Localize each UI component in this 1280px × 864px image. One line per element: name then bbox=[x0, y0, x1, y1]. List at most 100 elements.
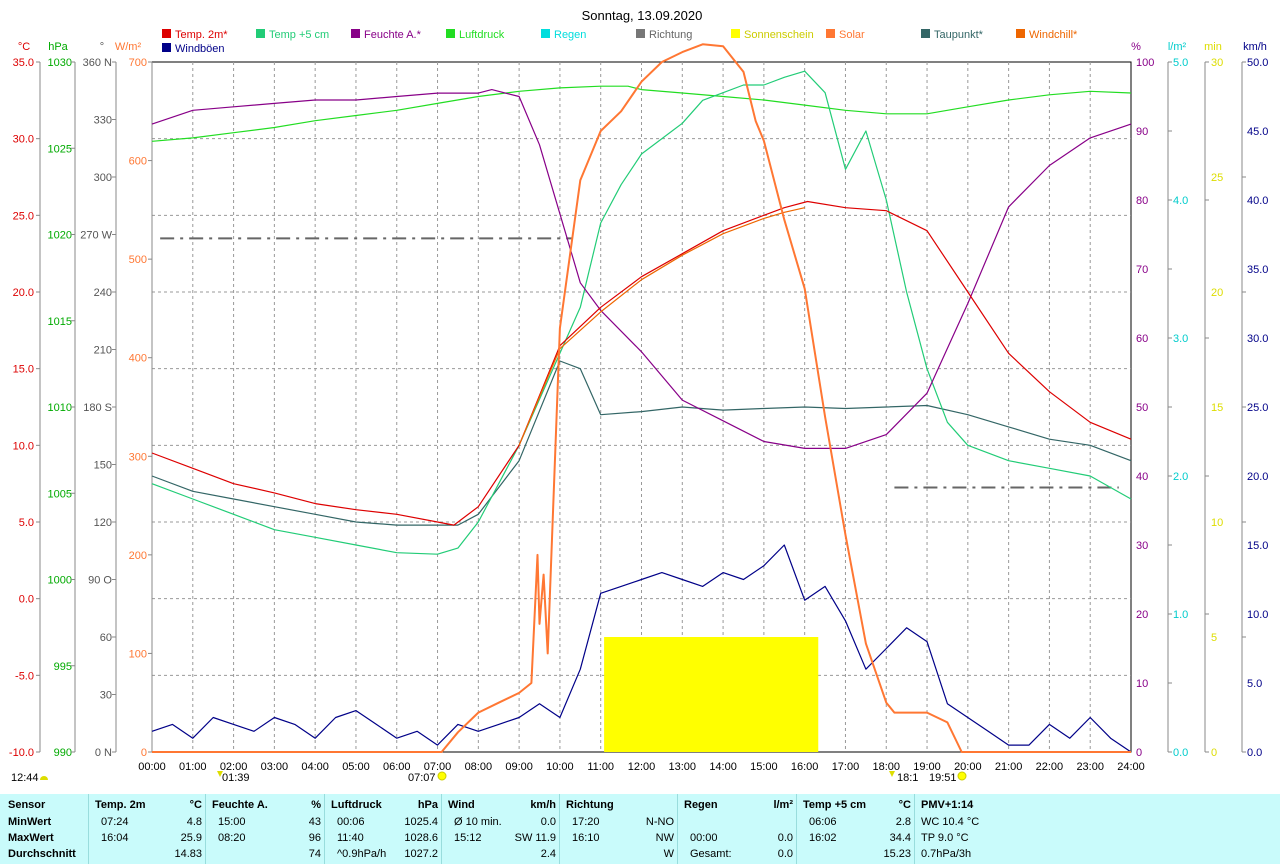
axis-tick-rain: 5.0 bbox=[1173, 57, 1188, 69]
axis-tick-temp: 15.0 bbox=[13, 364, 34, 376]
axis-tick-sunmin: 15 bbox=[1211, 402, 1223, 414]
legend-label: Richtung bbox=[649, 29, 692, 41]
stats-time: 16:02 bbox=[809, 832, 837, 844]
stats-time: 0.7hPa/3h bbox=[921, 848, 972, 860]
stats-value: 0.0 bbox=[777, 848, 793, 860]
weather-chart: Temp. 2m* Temp +5 cm Feuchte A.* Luftdruck R… bbox=[9, 8, 1269, 784]
legend-swatch bbox=[256, 29, 265, 38]
left-time-label: 12:44 bbox=[11, 772, 39, 784]
stats-unit: hPa bbox=[417, 799, 438, 811]
axis-tick-rain: 4.0 bbox=[1173, 195, 1188, 207]
stats-time: 11:40 bbox=[337, 832, 364, 844]
axis-tick-temp: 10.0 bbox=[13, 440, 34, 452]
stats-value: 74 bbox=[308, 848, 321, 860]
legend-swatch bbox=[921, 29, 930, 38]
stats-header: Sensor bbox=[8, 799, 46, 811]
stats-time: 00:00 bbox=[690, 832, 718, 844]
legend-swatch bbox=[162, 29, 171, 38]
axis-tick-temp: 20.0 bbox=[13, 287, 34, 299]
stats-value: 14.83 bbox=[174, 848, 202, 860]
x-tick-label: 13:00 bbox=[669, 761, 697, 773]
axis-tick-solar: 700 bbox=[129, 57, 147, 69]
legend-label: Windchill* bbox=[1029, 29, 1078, 41]
axis-tick-sunmin: 0 bbox=[1211, 747, 1217, 759]
x-tick-label: 01:00 bbox=[179, 761, 207, 773]
x-tick-label: 14:00 bbox=[709, 761, 737, 773]
stats-value: 1027.2 bbox=[404, 848, 438, 860]
stats-value: 0.0 bbox=[540, 816, 556, 828]
legend-label: Taupunkt* bbox=[934, 29, 984, 41]
axis-tick-humidity: 0 bbox=[1136, 747, 1142, 759]
axis-tick-wind: 50.0 bbox=[1247, 57, 1268, 69]
axis-tick-wind: 5.0 bbox=[1247, 678, 1262, 690]
x-tick-label: 19:00 bbox=[913, 761, 941, 773]
legend-swatch bbox=[826, 29, 835, 38]
axis-tick-rain: 0.0 bbox=[1173, 747, 1188, 759]
axis-tick-humidity: 10 bbox=[1136, 678, 1148, 690]
stats-header: Regen bbox=[684, 799, 718, 811]
column-separator bbox=[677, 794, 678, 864]
axis-tick-direction: 60 bbox=[100, 632, 112, 644]
x-tick-label: 21:00 bbox=[995, 761, 1023, 773]
axis-tick-humidity: 30 bbox=[1136, 540, 1148, 552]
x-tick-label: 11:00 bbox=[587, 761, 614, 773]
axis-tick-solar: 100 bbox=[129, 648, 147, 660]
axis-tick-wind: 45.0 bbox=[1247, 126, 1268, 138]
axis-tick-direction: 330 bbox=[94, 115, 112, 127]
axis-tick-solar: 500 bbox=[129, 254, 147, 266]
axis-unit-wind: km/h bbox=[1243, 41, 1267, 53]
stats-value: 2.4 bbox=[540, 848, 556, 860]
axis-tick-pressure: 1010 bbox=[48, 402, 72, 414]
axis-tick-direction: 240 bbox=[94, 287, 112, 299]
sunset-label: 19:51 bbox=[929, 772, 957, 784]
x-tick-label: 22:00 bbox=[1036, 761, 1064, 773]
axis-tick-solar: 0 bbox=[141, 747, 147, 759]
legend-label: Windböen bbox=[175, 43, 225, 55]
stats-value: W bbox=[663, 848, 674, 860]
sunset-icon bbox=[957, 771, 967, 781]
axis-tick-wind: 40.0 bbox=[1247, 195, 1268, 207]
legend-swatch bbox=[731, 29, 740, 38]
column-separator bbox=[205, 794, 206, 864]
axis-tick-humidity: 60 bbox=[1136, 333, 1148, 345]
x-tick-label: 00:00 bbox=[138, 761, 166, 773]
stats-value: 1028.6 bbox=[404, 832, 438, 844]
stats-header: PMV+1:14 bbox=[921, 799, 974, 811]
x-tick-label: 09:00 bbox=[505, 761, 533, 773]
stats-time: 16:04 bbox=[101, 832, 129, 844]
axis-tick-pressure: 1030 bbox=[48, 57, 72, 69]
x-tick-label: 23:00 bbox=[1076, 761, 1104, 773]
axis-tick-sunmin: 30 bbox=[1211, 57, 1223, 69]
axis-tick-sunmin: 20 bbox=[1211, 287, 1223, 299]
axis-unit-pressure: hPa bbox=[48, 41, 68, 53]
axis-tick-direction: 0 N bbox=[95, 747, 112, 759]
axis-tick-wind: 25.0 bbox=[1247, 402, 1268, 414]
axis-tick-wind: 20.0 bbox=[1247, 471, 1268, 483]
stats-time: 08:20 bbox=[218, 832, 246, 844]
axis-tick-pressure: 1000 bbox=[48, 575, 72, 587]
x-tick-label: 05:00 bbox=[342, 761, 370, 773]
moon-icon bbox=[40, 776, 48, 780]
stats-value: N-NO bbox=[645, 816, 674, 828]
axis-tick-direction: 360 N bbox=[83, 57, 112, 69]
x-axis: 00:00 01:00 02:00 03:00 04:00 05:00 06:00 07:00… bbox=[11, 761, 1145, 784]
stats-value: 43 bbox=[308, 816, 321, 828]
axis-tick-solar: 300 bbox=[129, 451, 147, 463]
x-tick-label: 20:00 bbox=[954, 761, 982, 773]
x-tick-label: 04:00 bbox=[301, 761, 329, 773]
axis-tick-solar: 600 bbox=[129, 156, 147, 168]
axis-tick-wind: 0.0 bbox=[1247, 747, 1262, 759]
stats-header: Wind bbox=[448, 799, 475, 811]
axis-tick-rain: 3.0 bbox=[1173, 333, 1188, 345]
stats-unit: l/m² bbox=[773, 799, 793, 811]
stats-time: 06:06 bbox=[809, 816, 837, 828]
axis-tick-rain: 2.0 bbox=[1173, 471, 1188, 483]
legend: Temp. 2m* Temp +5 cm Feuchte A.* Luftdruck R… bbox=[162, 29, 1078, 55]
axis-tick-wind: 10.0 bbox=[1247, 609, 1268, 621]
moonset-icon bbox=[889, 771, 895, 777]
moonrise-icon bbox=[217, 771, 223, 777]
x-tick-label: 03:00 bbox=[261, 761, 289, 773]
grid bbox=[152, 62, 1131, 752]
stats-value: 2.8 bbox=[895, 816, 911, 828]
moonrise-label: 01:39 bbox=[222, 772, 250, 784]
